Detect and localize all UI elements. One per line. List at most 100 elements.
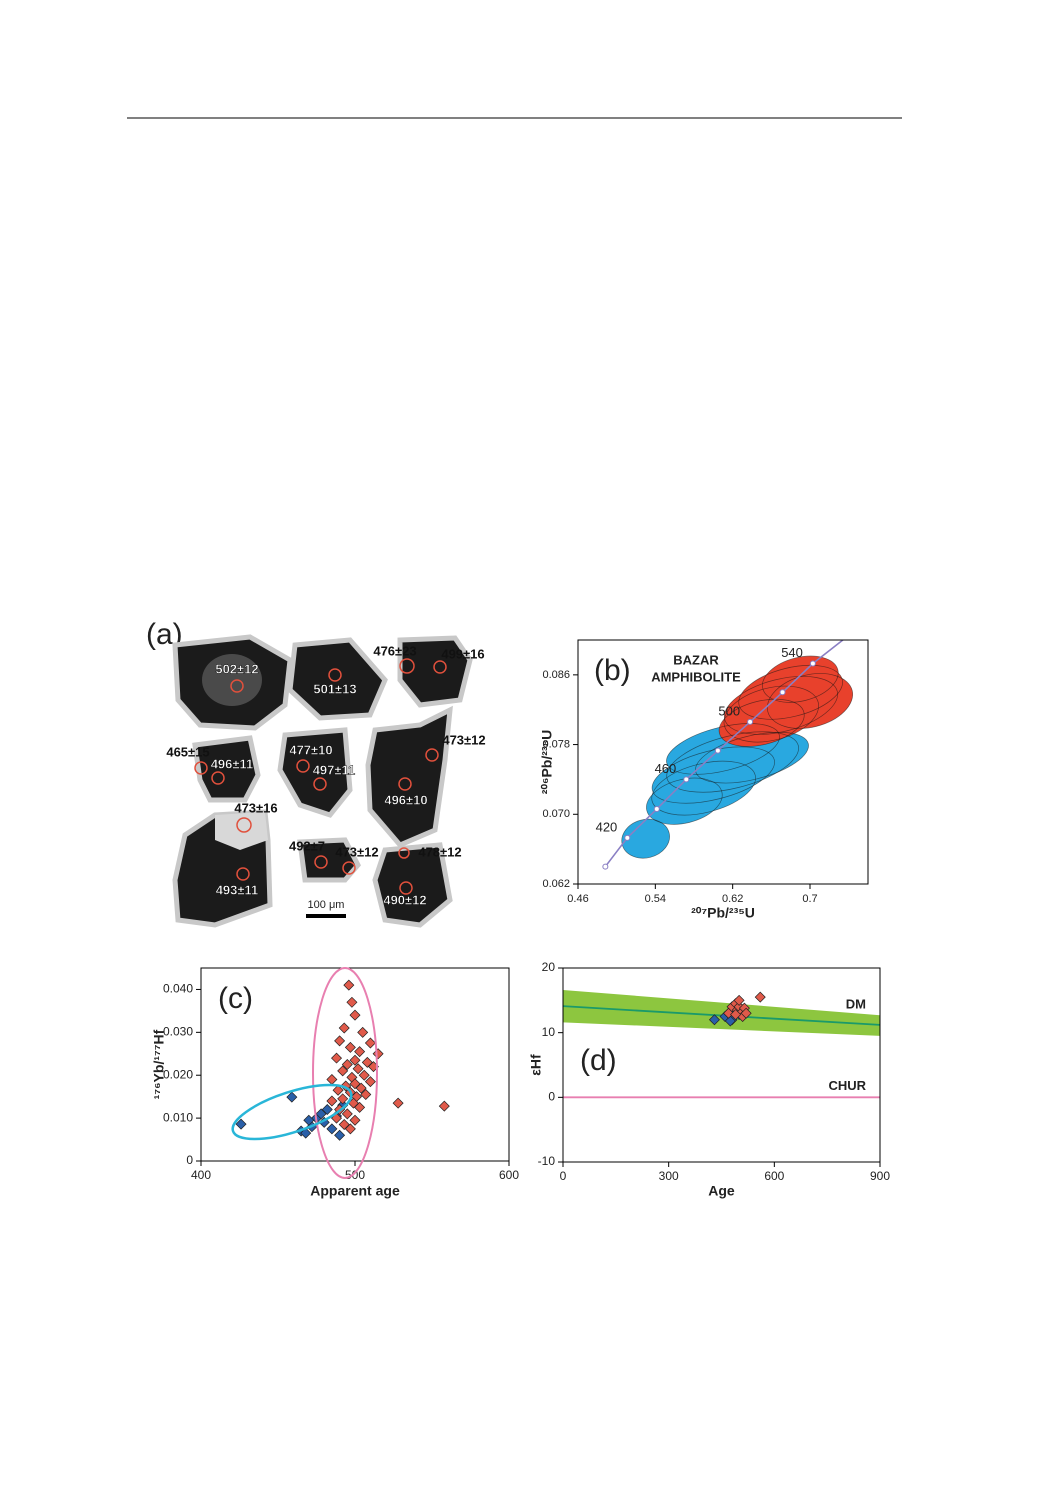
panel-label: (c): [218, 982, 253, 1015]
ellipse-outline: [762, 655, 839, 703]
y-axis-label: ¹⁷⁶Yb/¹⁷⁷Hf: [151, 1029, 167, 1099]
point: [392, 1097, 404, 1109]
grain: [192, 735, 261, 803]
ellipse-outline: [724, 676, 838, 735]
y-tick-label: 0.086: [542, 669, 570, 681]
point: [724, 1015, 736, 1027]
spot-age: 499±16: [441, 646, 484, 661]
point: [235, 1118, 247, 1130]
ellipse-outline: [718, 698, 805, 747]
x-tick-label: 900: [870, 1169, 890, 1183]
concordia-point: [714, 747, 721, 754]
grain: [365, 705, 453, 849]
x-tick-label: 0.7: [802, 893, 817, 905]
plot-frame: [200, 967, 510, 1162]
point: [286, 1091, 298, 1103]
point: [349, 1114, 361, 1126]
y-tick-label: 0: [548, 1090, 555, 1104]
chart: 400 500 600 0 0.010 0.020 0.030 0.040 Apparent a…: [151, 967, 519, 1199]
point: [337, 1065, 349, 1077]
error-ellipse: [621, 819, 670, 859]
y-tick-label: 0: [186, 1153, 193, 1167]
spot-age: 490±12: [383, 892, 426, 907]
plot-frame: [562, 967, 881, 1163]
band: [563, 989, 880, 1036]
point: [352, 1063, 364, 1075]
point: [303, 1114, 315, 1126]
plot-area: [563, 989, 880, 1099]
y-axis-label: ²⁰⁶Pb/²³⁸U: [539, 730, 555, 795]
x-tick-label: 500: [345, 1168, 365, 1182]
point: [332, 1084, 344, 1096]
y-axis-label: εHf: [528, 1054, 544, 1076]
point: [364, 1076, 376, 1088]
point: [740, 1007, 752, 1019]
point: [733, 994, 745, 1006]
x-tick-label: 0.62: [722, 893, 743, 905]
line-label: CHUR: [828, 1078, 866, 1093]
scale-label: 100 μm: [308, 899, 345, 911]
ellipse-outline: [651, 746, 775, 804]
age-label: 540: [781, 645, 803, 660]
spot-age: 502±12: [215, 661, 258, 676]
point: [331, 1052, 343, 1064]
spot-age: 496±11: [211, 756, 254, 771]
concordia-point: [848, 631, 853, 636]
spot-age: 493±11: [216, 882, 259, 897]
concordia-point: [809, 660, 816, 667]
line-label: DM: [846, 996, 866, 1011]
panel-label: (b): [594, 654, 631, 687]
chart-title: BAZAR: [673, 652, 719, 667]
y-tick-label: 20: [542, 960, 556, 974]
point: [341, 1059, 353, 1070]
point: [361, 1056, 373, 1068]
point: [708, 1014, 720, 1026]
spot-age: 476±23: [373, 643, 416, 658]
x-tick-label: 0.54: [645, 893, 666, 905]
point: [321, 1104, 333, 1116]
x-tick-label: 300: [659, 1169, 679, 1183]
spot-age: 477±10: [289, 742, 332, 757]
x-axis-label: ²⁰⁷Pb/²³⁵U: [691, 905, 755, 921]
y-tick-label: 0.062: [542, 878, 570, 890]
spot-age: 501±13: [313, 681, 356, 696]
concordia-point: [624, 834, 631, 841]
concordia-point: [602, 863, 609, 870]
point: [349, 1054, 361, 1066]
point: [354, 1046, 366, 1058]
x-tick-label: 400: [191, 1168, 211, 1182]
y-tick-label: 10: [542, 1025, 556, 1039]
point: [358, 1069, 370, 1081]
point: [349, 1009, 361, 1021]
grain: [372, 842, 453, 928]
spot-age: 473±12: [335, 844, 378, 859]
point: [730, 1009, 742, 1021]
grouping-ellipse: [312, 967, 378, 1179]
panel-a: (a) 502±12 501±13 476±23 499±16 465±15 4…: [146, 618, 486, 928]
point: [754, 991, 766, 1003]
ellipse-outline: [666, 723, 780, 775]
chart-title: AMPHIBOLITE: [651, 669, 741, 684]
ellipse-outline: [666, 731, 799, 793]
y-tick-label: 0.078: [542, 738, 570, 750]
point: [354, 1101, 366, 1113]
y-tick-label: 0.020: [163, 1067, 193, 1081]
concordia-point: [653, 806, 660, 813]
y-tick-label: 0.070: [542, 808, 570, 820]
age-label: 500: [718, 703, 740, 718]
grain: [287, 637, 388, 721]
point: [334, 1035, 346, 1047]
spot-age: 473±16: [234, 800, 277, 815]
chart: 0 300 600 900 -10 0 10 20 Age εHf (d) DM CHUR: [528, 960, 891, 1199]
y-tick-label: -10: [538, 1154, 556, 1168]
concordia-point: [779, 689, 786, 696]
point: [344, 1041, 356, 1053]
point: [338, 1022, 350, 1034]
grouping-ellipse: [231, 1083, 353, 1141]
ellipse-outline: [766, 673, 854, 729]
spot-age: 473±12: [442, 732, 485, 747]
concordia-point: [683, 776, 690, 783]
ellipse-outline: [738, 664, 843, 720]
point: [326, 1095, 338, 1107]
